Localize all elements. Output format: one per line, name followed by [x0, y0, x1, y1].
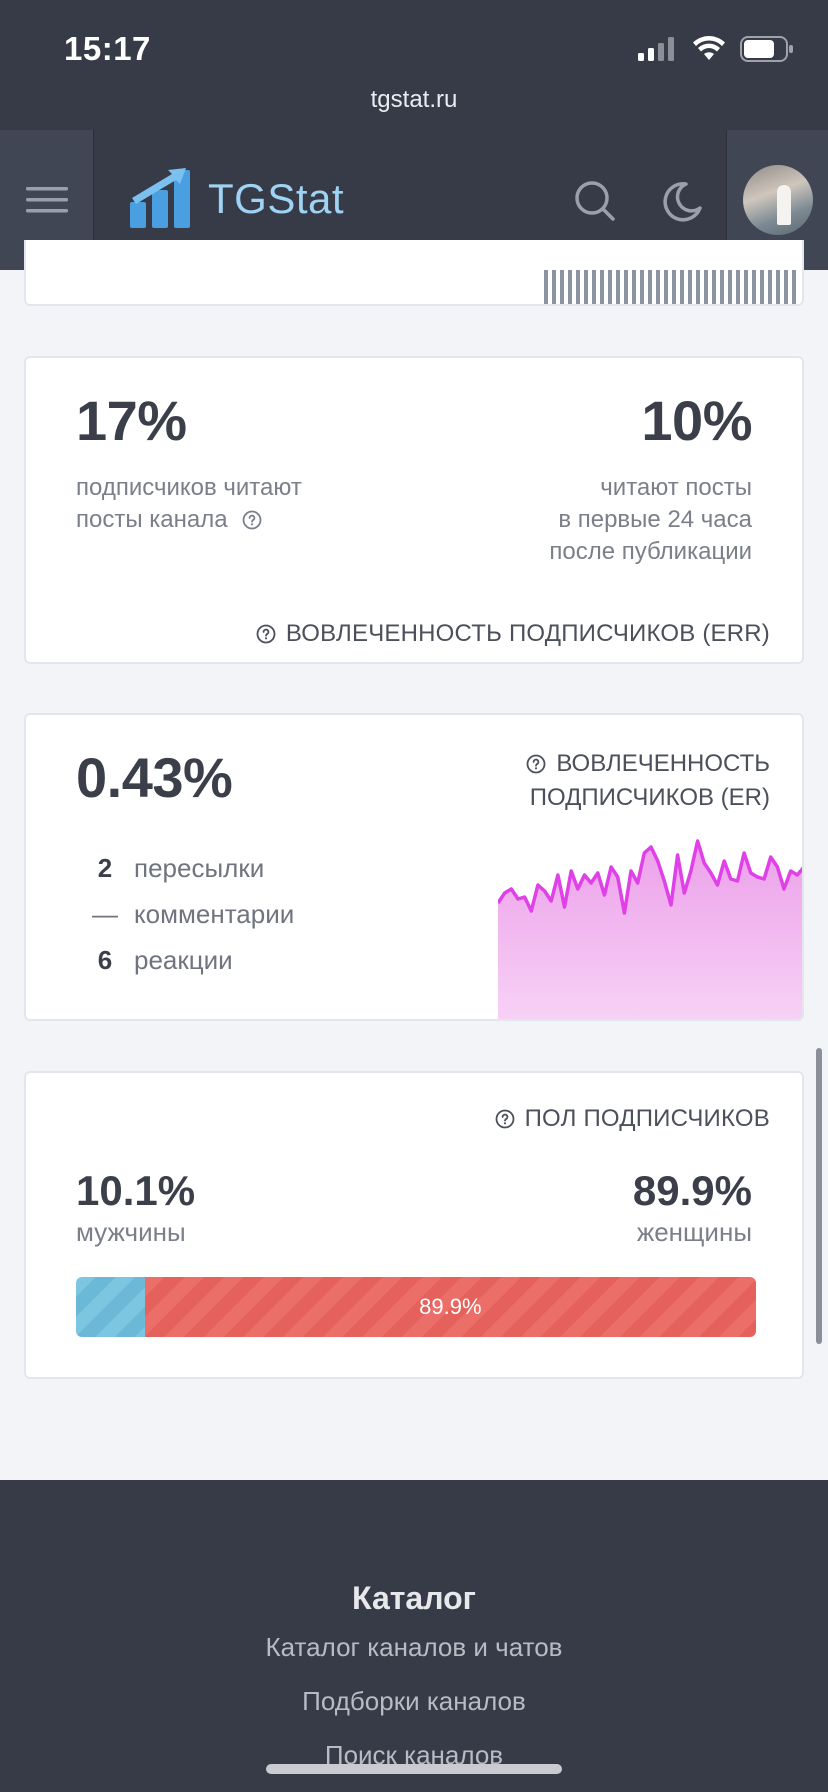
err-subscribers-read-value: 17% [76, 389, 187, 452]
er-caption: ВОВЛЕЧЕННОСТЬ ПОДПИСЧИКОВ (ER) [526, 747, 770, 815]
signal-icon [638, 37, 674, 61]
search-icon [575, 181, 615, 221]
comments-label: комментарии [134, 898, 295, 929]
err-subscribers-read-label: подписчиков читают посты канала [76, 472, 356, 536]
brand-logo-link[interactable]: TGStat [128, 168, 344, 230]
err-right-line1: читают посты [600, 474, 752, 501]
comments-count: — [92, 898, 118, 929]
er-caption-line1: ВОВЛЕЧЕННОСТЬ [556, 750, 770, 777]
forwards-count: 2 [97, 852, 113, 883]
mini-bar-chart [544, 270, 796, 304]
status-time: 15:17 [64, 30, 151, 67]
female-bar-segment: 89.9% [144, 1277, 756, 1337]
er-value: 0.43% [76, 746, 233, 809]
system-icons [638, 36, 794, 62]
brand-name: TGStat [208, 175, 345, 222]
err-caption: ВОВЛЕЧЕННОСТЬ ПОДПИСЧИКОВ (ERR) [256, 620, 770, 648]
female-share-value: 89.9% [632, 1167, 752, 1214]
avatar [742, 165, 813, 235]
gender-card: ПОЛ ПОДПИСЧИКОВ 10.1% мужчины 89.9% женщ… [24, 1071, 804, 1379]
err-left-line2: посты канала [76, 506, 228, 533]
hamburger-icon [25, 187, 68, 213]
er-stat-reactions: 6 реакции [76, 937, 294, 983]
footer-link-catalog[interactable]: Каталог каналов и чатов [265, 1632, 563, 1662]
er-sparkline-line [498, 839, 802, 915]
male-bar-segment [76, 1277, 145, 1337]
wifi-icon [693, 36, 725, 60]
er-stats-list: 2 пересылки — комментарии 6 реакции [76, 845, 294, 983]
male-share-value: 10.1% [76, 1167, 196, 1214]
search-button[interactable] [570, 176, 620, 226]
forwards-label: пересылки [134, 852, 265, 883]
gender-caption-text: ПОЛ ПОДПИСЧИКОВ [524, 1105, 770, 1132]
dark-mode-toggle[interactable] [656, 176, 706, 226]
err-right-line2: в первые 24 часа [558, 506, 752, 533]
help-icon[interactable] [495, 1109, 515, 1129]
er-sparkline-chart [498, 839, 802, 1019]
err-left-line1: подписчиков читают [76, 474, 302, 501]
battery-icon [740, 36, 793, 62]
moon-icon [663, 182, 702, 222]
err-caption-text: ВОВЛЕЧЕННОСТЬ ПОДПИСЧИКОВ (ERR) [285, 620, 770, 647]
er-stat-comments: — комментарии [76, 891, 294, 937]
err-card: 17% подписчиков читают посты канала 10% … [24, 356, 804, 664]
er-stat-forwards: 2 пересылки [76, 845, 294, 891]
err-24h-value: 10% [641, 389, 752, 452]
address-bar-url[interactable]: tgstat.ru [370, 86, 458, 113]
er-caption-line2: ПОДПИСЧИКОВ (ER) [529, 784, 770, 811]
err-24h-label: читают посты в первые 24 часа после публ… [452, 472, 752, 568]
female-label: женщины [636, 1217, 752, 1247]
gender-caption: ПОЛ ПОДПИСЧИКОВ [495, 1105, 770, 1133]
help-icon[interactable] [256, 624, 276, 644]
err-right-line3: после публикации [549, 538, 752, 565]
page-scrollbar[interactable] [816, 1048, 822, 1344]
previous-stats-card [24, 240, 804, 306]
help-icon[interactable] [526, 754, 546, 774]
male-label: мужчины [76, 1217, 186, 1247]
footer-link-collections[interactable]: Подборки каналов [302, 1686, 526, 1716]
tgstat-logo-icon [130, 168, 190, 228]
reactions-count: 6 [97, 944, 113, 975]
er-sparkline-area [498, 841, 802, 1019]
footer-catalog-title: Каталог [352, 1580, 476, 1616]
gender-progress-bar: 89.9% [76, 1277, 756, 1337]
reactions-label: реакции [134, 944, 233, 975]
help-icon[interactable] [242, 510, 262, 530]
status-bar: 15:17 tgstat.ru [0, 0, 828, 130]
footer: Каталог Каталог каналов и чатов Подборки… [0, 1480, 828, 1792]
home-indicator[interactable] [266, 1764, 562, 1774]
er-card: 0.43% ВОВЛЕЧЕННОСТЬ ПОДПИСЧИКОВ (ER) 2 п… [24, 713, 804, 1021]
